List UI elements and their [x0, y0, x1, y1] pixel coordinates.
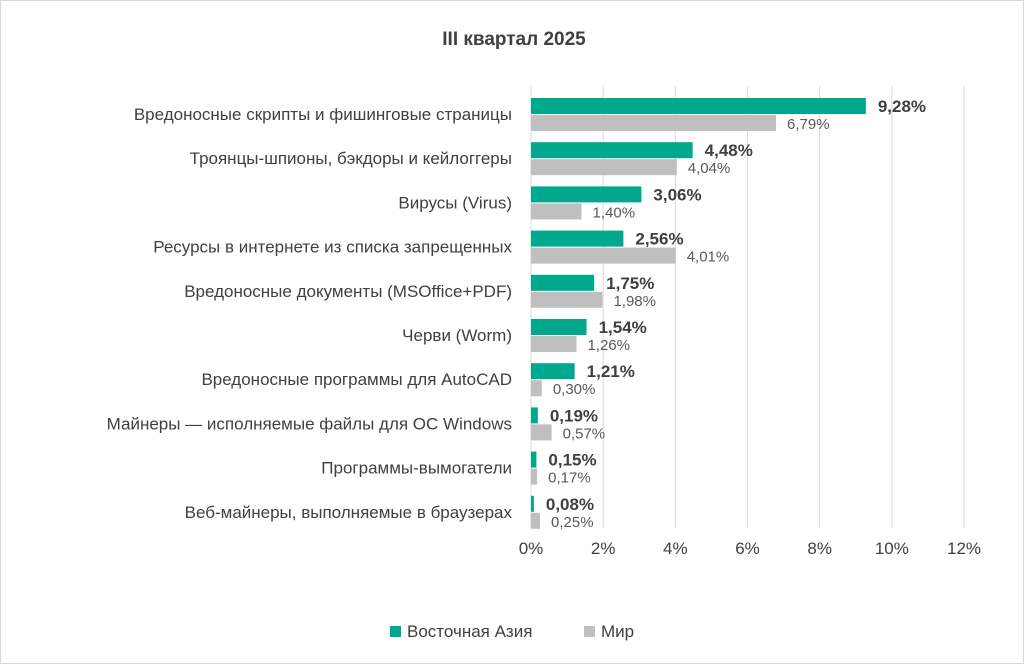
data-label-world: 1,40%: [593, 204, 636, 221]
bar-east-asia: [531, 407, 538, 424]
legend-label-world: Мир: [601, 622, 634, 641]
x-axis-tick-labels: 0% 2% 4% 6% 8% 10% 12%: [519, 539, 981, 558]
bar-world: [531, 115, 777, 131]
data-label-east-asia: 0,08%: [546, 495, 594, 514]
data-label-east-asia: 9,28%: [878, 97, 926, 116]
data-label-world: 0,30%: [553, 381, 596, 398]
x-tick-label: 10%: [875, 539, 909, 558]
bar-east-asia: [531, 186, 642, 203]
data-label-east-asia: 1,21%: [587, 362, 635, 381]
category-label: Веб-майнеры, выполняемые в браузерах: [185, 503, 513, 522]
bar-east-asia: [531, 274, 595, 291]
bar-east-asia: [531, 142, 693, 159]
data-label-east-asia: 2,56%: [635, 230, 683, 249]
bar-world: [531, 159, 677, 176]
data-label-world: 4,04%: [688, 160, 731, 177]
data-label-world: 4,01%: [687, 249, 730, 266]
data-label-east-asia: 4,48%: [705, 141, 753, 160]
data-label-east-asia: 3,06%: [653, 185, 701, 204]
category-label: Вирусы (Virus): [398, 193, 512, 212]
data-label-east-asia: 1,75%: [606, 274, 654, 293]
bar-world: [531, 291, 603, 308]
data-label-east-asia: 0,15%: [548, 451, 596, 470]
data-label-world: 1,98%: [613, 293, 656, 310]
legend-swatch-world: [584, 626, 595, 637]
x-tick-label: 0%: [519, 539, 544, 558]
x-tick-label: 8%: [807, 539, 832, 558]
category-label: Программы-вымогатели: [321, 459, 512, 478]
bar-east-asia: [531, 230, 624, 247]
chart-title: III квартал 2025: [442, 29, 586, 50]
category-label: Вредоносные программы для AutoCAD: [201, 370, 512, 389]
legend: Восточная Азия Мир: [390, 622, 634, 641]
category-label: Вредоносные скрипты и фишинговые страниц…: [134, 105, 512, 124]
data-label-world: 1,26%: [587, 337, 630, 354]
category-label: Черви (Worm): [402, 326, 512, 345]
bar-world: [531, 468, 538, 485]
bar-east-asia: [531, 363, 575, 380]
bar-world: [531, 247, 676, 264]
legend-label-east-asia: Восточная Азия: [407, 622, 532, 641]
category-label: Вредоносные документы (MSOffice+PDF): [184, 282, 512, 301]
bar-east-asia: [531, 319, 587, 335]
data-label-east-asia: 1,54%: [599, 318, 647, 337]
bar-world: [531, 512, 541, 529]
data-label-world: 0,17%: [548, 470, 591, 487]
bar-east-asia: [531, 451, 537, 468]
bar-east-asia: [531, 98, 866, 114]
legend-swatch-east-asia: [390, 626, 401, 637]
data-label-world: 6,79%: [787, 116, 830, 133]
x-tick-label: 12%: [947, 539, 981, 558]
data-label-world: 0,57%: [563, 425, 606, 442]
category-labels: Вредоносные скрипты и фишинговые страниц…: [107, 105, 513, 522]
bar-world: [531, 203, 582, 220]
data-label-east-asia: 0,19%: [550, 406, 598, 425]
bar-world: [531, 336, 577, 352]
category-label: Ресурсы в интернете из списка запрещенны…: [153, 238, 512, 257]
bar-world: [531, 424, 552, 441]
bars: 9,28% 6,79% 4,48%4,04% 3,06% 1,40% 2,56%4,01%…: [531, 97, 926, 531]
x-tick-label: 6%: [735, 539, 760, 558]
category-label: Троянцы-шпионы, бэкдоры и кейлоггеры: [190, 149, 512, 168]
data-label-world: 0,25%: [551, 514, 594, 531]
x-tick-label: 2%: [591, 539, 616, 558]
x-tick-label: 4%: [663, 539, 688, 558]
bar-world: [531, 380, 542, 397]
category-label: Майнеры — исполняемые файлы для ОС Windo…: [107, 414, 512, 433]
bar-east-asia: [531, 495, 534, 512]
